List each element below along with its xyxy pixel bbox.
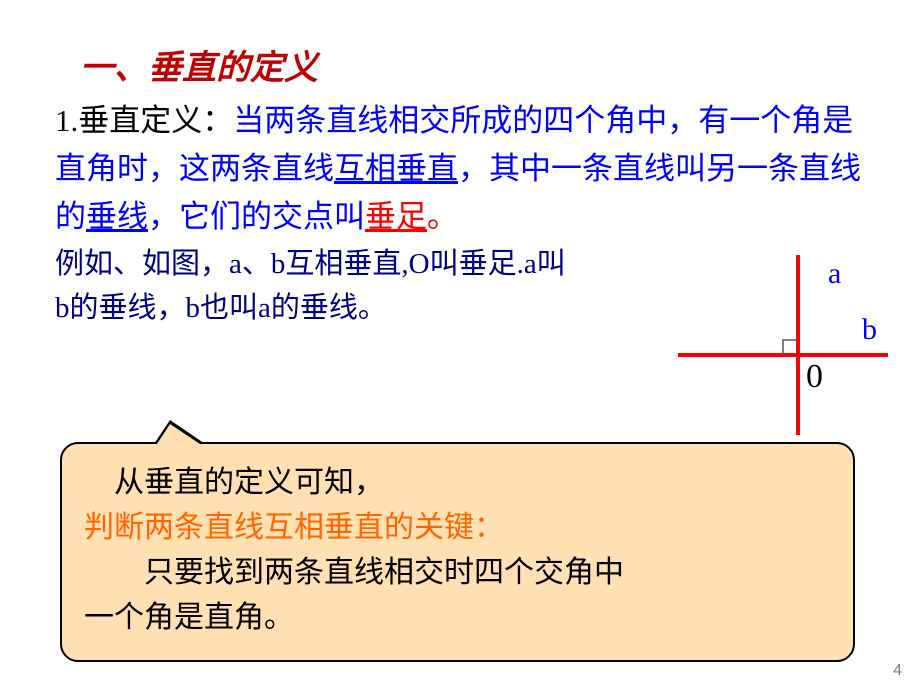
def-term-perp: 互相垂直 [334,151,458,186]
page-number: 4 [893,662,902,680]
line-b [678,353,888,357]
def-term-foot: 垂足 [365,199,427,234]
def-text-4: 。 [427,199,458,234]
def-text-3: ，它们的交点叫 [148,199,365,234]
def-term-perpline: 垂线 [86,199,148,234]
callout-line-3: 只要找到两条直线相交时四个交角中 一个角是直角。 [84,550,831,640]
callout-line-1: 从垂直的定义可知， [84,460,831,505]
section-heading: 一、垂直的定义 [55,40,865,89]
diagram-label-b: b [862,313,877,347]
diagram-label-a: a [828,257,841,291]
definition-block: 1.垂直定义：当两条直线相交所成的四个角中，有一个角是直角时，这两条直线互相垂直… [55,97,865,241]
def-label: 1.垂直定义： [55,103,233,138]
callout-tail-fill [153,424,209,450]
callout-container: 从垂直的定义可知， 判断两条直线互相垂直的关键： 只要找到两条直线相交时四个交角… [60,442,855,662]
callout-box: 从垂直的定义可知， 判断两条直线互相垂直的关键： 只要找到两条直线相交时四个交角… [60,442,855,662]
example-text: 例如、如图，a、b互相垂直,O叫垂足.a叫b的垂线，b也叫a的垂线。 [55,243,575,330]
right-angle-marker [782,339,796,353]
slide: 一、垂直的定义 1.垂直定义：当两条直线相交所成的四个角中，有一个角是直角时，这… [0,0,920,690]
diagram-label-o: 0 [806,358,823,396]
callout-line-3a: 只要找到两条直线相交时四个交角中 [144,556,624,589]
callout-line-2: 判断两条直线互相垂直的关键： [84,505,831,550]
line-a [796,255,800,435]
perpendicular-diagram: a b 0 [678,255,888,435]
callout-line-3b: 一个角是直角。 [84,601,294,634]
